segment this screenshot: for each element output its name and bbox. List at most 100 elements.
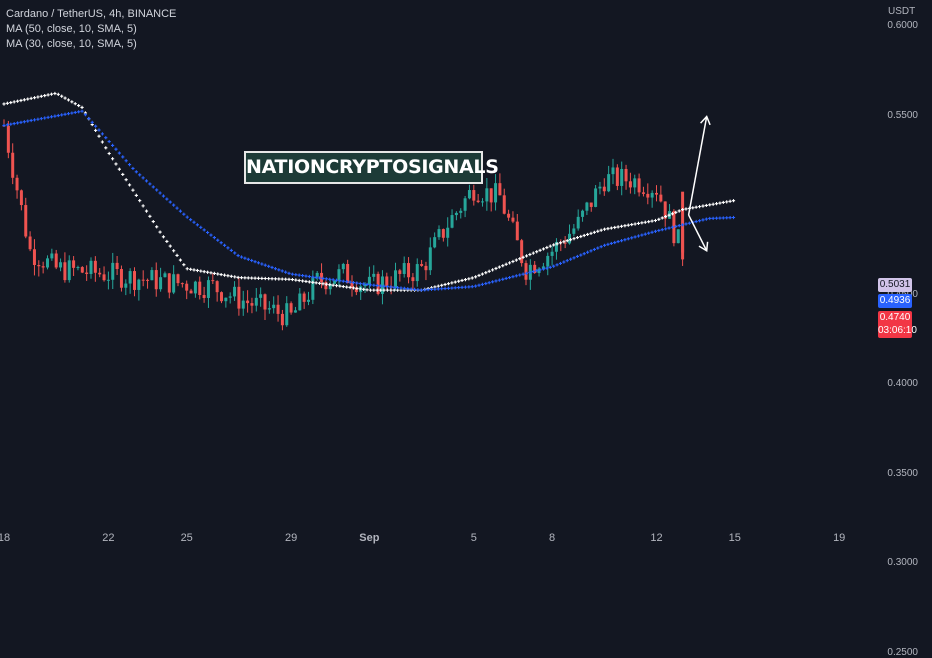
ma-marker: [670, 212, 675, 216]
candle: [568, 224, 571, 245]
ma-marker: [470, 276, 474, 280]
ma-marker: [182, 263, 186, 267]
ma-marker: [321, 276, 325, 280]
time-tick-label: 12: [650, 532, 663, 544]
ma-marker: [392, 288, 396, 292]
ma-marker: [647, 220, 651, 224]
ma-marker: [314, 281, 318, 285]
ma-marker: [440, 287, 444, 291]
ma-marker: [121, 155, 125, 159]
ma-marker: [355, 281, 359, 285]
ma-marker: [385, 285, 390, 289]
ma-marker: [270, 265, 274, 270]
candle: [428, 237, 432, 276]
ma-marker: [582, 233, 586, 238]
candle: [450, 209, 454, 229]
ma-marker: [222, 273, 227, 277]
ma-marker: [592, 247, 596, 252]
ma-marker: [681, 223, 685, 227]
ma-marker: [402, 286, 406, 290]
ma-marker: [721, 216, 725, 220]
candle: [102, 266, 106, 282]
ma-marker: [552, 264, 556, 268]
ma-marker: [708, 203, 712, 207]
ma-marker: [141, 176, 145, 180]
ma-marker: [602, 243, 607, 247]
candle: [163, 271, 167, 278]
ma-marker: [5, 123, 9, 127]
ma-marker: [270, 277, 274, 281]
ma-marker: [633, 222, 637, 226]
ma-marker: [43, 93, 47, 98]
candle: [511, 211, 515, 224]
ma-marker: [172, 249, 176, 253]
ma-marker: [538, 248, 542, 252]
ma50-price-tag: 0.5031: [878, 278, 912, 292]
ma-marker: [314, 275, 318, 280]
ma-marker: [70, 100, 74, 104]
ma-marker: [423, 288, 427, 292]
ma-marker: [77, 103, 81, 108]
candle: [546, 252, 550, 276]
ma-marker: [711, 202, 715, 206]
ma-marker: [531, 269, 535, 274]
ma-marker: [677, 224, 681, 228]
ma-marker: [277, 277, 281, 281]
ma-marker: [46, 115, 50, 119]
ma-marker: [182, 212, 186, 216]
ma-marker: [294, 278, 298, 282]
candle: [607, 165, 611, 193]
symbol-title[interactable]: Cardano / TetherUS, 4h, BINANCE: [6, 8, 177, 20]
ma-marker: [372, 283, 376, 287]
ma-marker: [538, 268, 542, 272]
ma-marker: [185, 215, 189, 219]
ma-marker: [457, 285, 461, 290]
ma-marker: [287, 271, 291, 275]
candle: [32, 239, 36, 276]
candle: [333, 280, 337, 285]
ma-marker: [311, 280, 315, 284]
ma30-legend[interactable]: MA (30, close, 10, SMA, 5): [6, 38, 137, 50]
ma-marker: [100, 140, 104, 144]
candle: [537, 267, 541, 277]
ma-marker: [222, 243, 227, 247]
ma-marker: [328, 277, 332, 281]
ma-marker: [53, 114, 57, 118]
ma50-legend[interactable]: MA (50, close, 10, SMA, 5): [6, 23, 137, 35]
ma-marker: [131, 188, 135, 192]
ma-marker: [351, 286, 356, 290]
candle: [633, 174, 637, 195]
chart-legend: Cardano / TetherUS, 4h, BINANCE MA (50, …: [6, 7, 176, 52]
candle: [559, 239, 563, 252]
ma-marker: [202, 228, 206, 232]
ma-marker: [338, 284, 342, 288]
candle: [76, 265, 80, 271]
candle: [611, 158, 615, 185]
ma-marker: [121, 172, 125, 177]
time-tick-label: 18: [0, 532, 11, 544]
price-chart[interactable]: [0, 0, 932, 550]
candle: [646, 183, 650, 205]
ma-marker: [287, 277, 291, 281]
ma-marker: [365, 288, 369, 292]
ma-marker: [453, 286, 457, 290]
ma-marker: [477, 273, 481, 278]
candle: [180, 282, 184, 288]
candle: [41, 261, 45, 274]
up-arrow: [687, 115, 711, 216]
price-tick-label: 0.4000: [887, 378, 918, 389]
ma-marker: [63, 112, 67, 116]
ma-marker: [691, 206, 695, 210]
ma-marker: [395, 286, 400, 290]
candle: [237, 277, 241, 316]
ma-marker: [189, 267, 193, 271]
ma-marker: [728, 199, 732, 203]
ma-marker: [233, 251, 237, 255]
ma-marker: [304, 279, 308, 284]
ma-marker: [704, 217, 708, 221]
candle: [485, 177, 489, 211]
ma-marker: [345, 285, 349, 289]
candle: [441, 228, 445, 242]
ma-marker: [697, 219, 702, 223]
ma-marker: [460, 285, 464, 289]
